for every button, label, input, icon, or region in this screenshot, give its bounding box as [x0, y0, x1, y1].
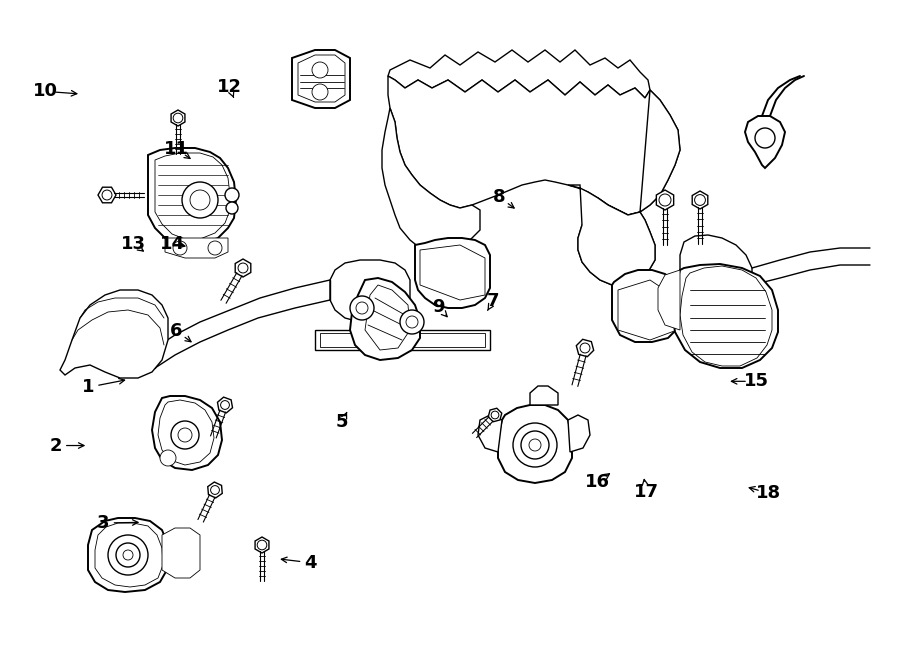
Text: 11: 11: [164, 140, 189, 158]
Circle shape: [350, 296, 374, 320]
Polygon shape: [578, 90, 680, 285]
Polygon shape: [155, 153, 230, 239]
Polygon shape: [658, 270, 680, 330]
Text: 3: 3: [97, 514, 110, 532]
Polygon shape: [680, 266, 772, 366]
Text: 18: 18: [756, 484, 781, 502]
Polygon shape: [388, 76, 680, 215]
Polygon shape: [488, 408, 502, 422]
Polygon shape: [148, 148, 236, 244]
Polygon shape: [350, 278, 420, 360]
Polygon shape: [298, 55, 345, 102]
Circle shape: [529, 439, 541, 451]
Circle shape: [513, 423, 557, 467]
Text: 9: 9: [432, 298, 445, 316]
Circle shape: [312, 84, 328, 100]
Text: 17: 17: [634, 483, 659, 501]
Text: 2: 2: [50, 436, 62, 455]
Circle shape: [406, 316, 418, 328]
Circle shape: [659, 194, 671, 206]
Polygon shape: [656, 190, 674, 210]
Circle shape: [580, 343, 590, 353]
Polygon shape: [672, 264, 778, 368]
Polygon shape: [618, 280, 677, 340]
Polygon shape: [98, 187, 116, 203]
Circle shape: [171, 421, 199, 449]
Polygon shape: [292, 50, 350, 108]
Circle shape: [521, 431, 549, 459]
Polygon shape: [235, 259, 251, 277]
Polygon shape: [612, 270, 682, 342]
Polygon shape: [530, 386, 558, 405]
Text: 5: 5: [336, 413, 348, 432]
Polygon shape: [158, 400, 214, 465]
Polygon shape: [255, 537, 269, 553]
Polygon shape: [382, 108, 480, 252]
Polygon shape: [478, 415, 502, 452]
Polygon shape: [420, 245, 485, 300]
Circle shape: [695, 195, 706, 205]
Polygon shape: [388, 50, 650, 98]
Circle shape: [160, 450, 176, 466]
Text: 1: 1: [82, 378, 94, 397]
Circle shape: [178, 428, 192, 442]
Polygon shape: [218, 397, 232, 413]
Circle shape: [190, 190, 210, 210]
Text: 16: 16: [585, 473, 610, 491]
Circle shape: [238, 263, 248, 273]
Text: 13: 13: [121, 234, 146, 253]
Polygon shape: [568, 185, 655, 285]
Circle shape: [123, 550, 133, 560]
Circle shape: [257, 540, 266, 550]
Circle shape: [108, 535, 148, 575]
Circle shape: [173, 113, 183, 122]
Polygon shape: [680, 235, 752, 322]
Polygon shape: [415, 238, 490, 308]
Text: 14: 14: [160, 234, 185, 253]
Circle shape: [312, 62, 328, 78]
Polygon shape: [208, 482, 222, 498]
Text: 7: 7: [487, 292, 500, 310]
Circle shape: [755, 128, 775, 148]
Polygon shape: [320, 333, 485, 347]
Polygon shape: [152, 396, 222, 470]
Polygon shape: [95, 523, 163, 587]
Circle shape: [226, 202, 238, 214]
Circle shape: [116, 543, 140, 567]
Polygon shape: [165, 238, 228, 258]
Polygon shape: [745, 116, 785, 168]
Polygon shape: [330, 260, 410, 322]
Polygon shape: [60, 290, 168, 378]
Circle shape: [220, 401, 230, 409]
Polygon shape: [568, 415, 590, 452]
Polygon shape: [365, 285, 410, 350]
Circle shape: [173, 241, 187, 255]
Text: 10: 10: [32, 82, 58, 101]
Polygon shape: [692, 191, 707, 209]
Text: 4: 4: [304, 553, 317, 572]
Circle shape: [102, 190, 112, 200]
Circle shape: [225, 188, 239, 202]
Text: 8: 8: [493, 188, 506, 207]
Text: 12: 12: [217, 78, 242, 97]
Polygon shape: [88, 518, 168, 592]
Polygon shape: [315, 330, 490, 350]
Circle shape: [400, 310, 424, 334]
Circle shape: [208, 241, 222, 255]
Text: 15: 15: [743, 372, 769, 391]
Text: 6: 6: [170, 322, 183, 340]
Circle shape: [491, 411, 499, 419]
Polygon shape: [162, 528, 200, 578]
Circle shape: [211, 486, 220, 495]
Circle shape: [182, 182, 218, 218]
Circle shape: [356, 302, 368, 314]
Polygon shape: [576, 340, 594, 357]
Polygon shape: [171, 110, 184, 126]
Polygon shape: [498, 405, 572, 483]
